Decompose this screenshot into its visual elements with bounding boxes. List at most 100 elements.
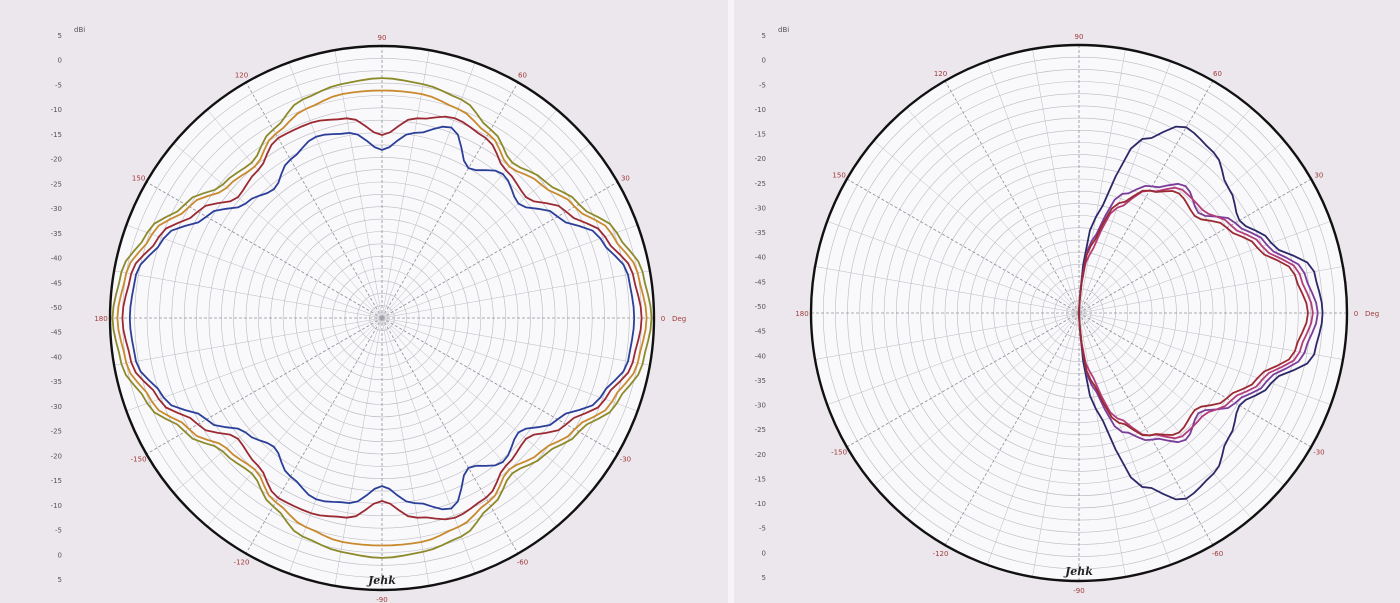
radial-tick-label: 5	[58, 32, 62, 40]
angle-tick-label: 180	[795, 310, 808, 318]
radial-tick-label: 5	[58, 576, 62, 584]
grid-ring	[233, 169, 531, 467]
grid-spoke	[873, 312, 1080, 486]
radial-tick-label: -45	[755, 328, 766, 336]
angle-tick-label: -30	[1313, 449, 1324, 457]
angle-tick-label: -30	[620, 456, 631, 464]
series-group	[1078, 125, 1324, 501]
grid-spoke	[381, 224, 638, 319]
grid-spoke	[1078, 312, 1171, 565]
radial-tick-label: -45	[51, 329, 62, 337]
grid-ring	[944, 178, 1214, 448]
radial-tick-label: -40	[51, 255, 62, 263]
radial-tick-label: -10	[51, 502, 62, 510]
radial-tick-label: -20	[51, 156, 62, 164]
radial-tick-label: -50	[755, 303, 766, 311]
radial-tick-label: -5	[759, 81, 766, 89]
angle-tick-label: 60	[1213, 70, 1222, 78]
grid-spoke	[873, 140, 1080, 314]
angle-tick-label: 90	[1075, 33, 1084, 41]
series-line-olive	[111, 77, 653, 559]
radial-tick-label: 0	[762, 549, 766, 557]
polar-chart-right: 90 60 30 0 -30 -60 -90 -120 -150 180 150 120 Deg 5 0 -5…	[734, 0, 1400, 603]
radial-tick-label: -15	[51, 131, 62, 139]
angle-tick-label: -120	[234, 558, 250, 566]
angle-tick-label: 60	[518, 72, 527, 80]
grid-spoke	[906, 107, 1080, 314]
grid-spoke	[1078, 61, 1171, 314]
grid-spoke	[1078, 140, 1285, 314]
radial-tick-label: -40	[755, 254, 766, 262]
radial-tick-label: -30	[51, 403, 62, 411]
series-line-blue	[128, 125, 636, 511]
angle-tick-label: 30	[1314, 172, 1323, 180]
radial-tick-label: -5	[55, 527, 62, 535]
radial-tick-label: 0	[58, 57, 62, 65]
angle-tick-label: -120	[933, 550, 949, 558]
grid-spoke	[114, 317, 383, 366]
grid-spoke	[1078, 312, 1331, 405]
radial-tick-label: -30	[51, 205, 62, 213]
radial-tick-label: -40	[755, 352, 766, 360]
angle-tick-label: 30	[621, 175, 630, 183]
grid-spoke	[1078, 312, 1126, 577]
radial-tick-label: -20	[755, 451, 766, 459]
grid-spoke	[114, 270, 383, 319]
radial-tick-label: -35	[51, 378, 62, 386]
radial-tick-label: -20	[51, 452, 62, 460]
grid-ring	[356, 292, 407, 343]
radial-tick-label: -15	[755, 131, 766, 139]
radial-tick-label: 0	[58, 551, 62, 559]
grid-ring	[1029, 263, 1128, 362]
grid-ring	[1054, 288, 1104, 338]
grid-spoke	[126, 224, 383, 319]
grid-spoke	[207, 109, 383, 319]
radial-tick-label: -50	[51, 304, 62, 312]
grid-spoke	[906, 312, 1080, 519]
series-group	[111, 77, 653, 559]
radial-tick-label: -30	[755, 402, 766, 410]
grid-spoke	[245, 317, 383, 554]
angle-tick-label: 150	[832, 172, 845, 180]
radial-tick-label: -35	[755, 229, 766, 237]
angle-tick-label: 180	[94, 315, 107, 323]
radial-tick-label: -10	[755, 500, 766, 508]
angle-tick-label: 120	[934, 70, 947, 78]
grid-ring	[282, 218, 482, 418]
angle-tick-label: 150	[132, 175, 145, 183]
polar-chart-left: 90 60 30 0 -30 -60 -90 -120 -150 180 150 120 Deg 5 0 -5…	[50, 26, 687, 603]
radial-tick-label: -35	[51, 230, 62, 238]
radial-tick-label: -30	[755, 205, 766, 213]
radial-tick-label: -5	[759, 525, 766, 533]
grid-ring	[859, 93, 1299, 533]
grid-spoke	[381, 270, 650, 319]
grid-ring	[307, 243, 457, 393]
outer-ring	[809, 43, 1349, 583]
radial-tick-label: -25	[51, 428, 62, 436]
grid-ring	[208, 144, 556, 492]
grid-spoke	[381, 317, 476, 574]
grid-spoke	[827, 221, 1080, 314]
series-line-red	[121, 115, 643, 521]
polar-chart-right-svg: 9060300-30-60-90-120-150180150120Deg50-5…	[755, 26, 1380, 595]
angle-tick-label: 0	[1354, 310, 1358, 318]
grid-spoke	[381, 62, 476, 319]
grid-ring	[258, 194, 506, 442]
radial-tick-label: -25	[755, 426, 766, 434]
grid-spoke	[381, 317, 650, 366]
polar-chart-left-svg: 9060300-30-60-90-120-150180150120Deg50-5…	[51, 26, 687, 603]
grid-spoke	[288, 62, 383, 319]
corner-label: Jehk	[366, 574, 396, 587]
angle-tick-label: -60	[517, 558, 528, 566]
radial-tick-label: -45	[755, 278, 766, 286]
grid-spoke	[1032, 312, 1080, 577]
grid-spoke	[381, 82, 519, 319]
grid-ring	[920, 154, 1238, 472]
grid-spoke	[1078, 221, 1331, 314]
corner-label: Jehk	[1063, 565, 1093, 578]
radial-tick-label: -15	[755, 476, 766, 484]
angle-tick-label: -150	[131, 456, 147, 464]
grid-spoke	[827, 312, 1080, 405]
grid-spoke	[245, 82, 383, 319]
